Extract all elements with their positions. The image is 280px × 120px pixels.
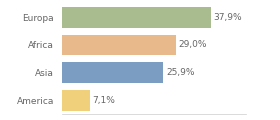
Text: 37,9%: 37,9%: [214, 13, 242, 22]
Text: 25,9%: 25,9%: [167, 68, 195, 77]
Bar: [62, 90, 90, 111]
Text: 7,1%: 7,1%: [93, 96, 116, 105]
Bar: [62, 62, 164, 83]
Text: 29,0%: 29,0%: [179, 41, 207, 49]
Bar: [62, 7, 211, 28]
Bar: [62, 35, 176, 55]
